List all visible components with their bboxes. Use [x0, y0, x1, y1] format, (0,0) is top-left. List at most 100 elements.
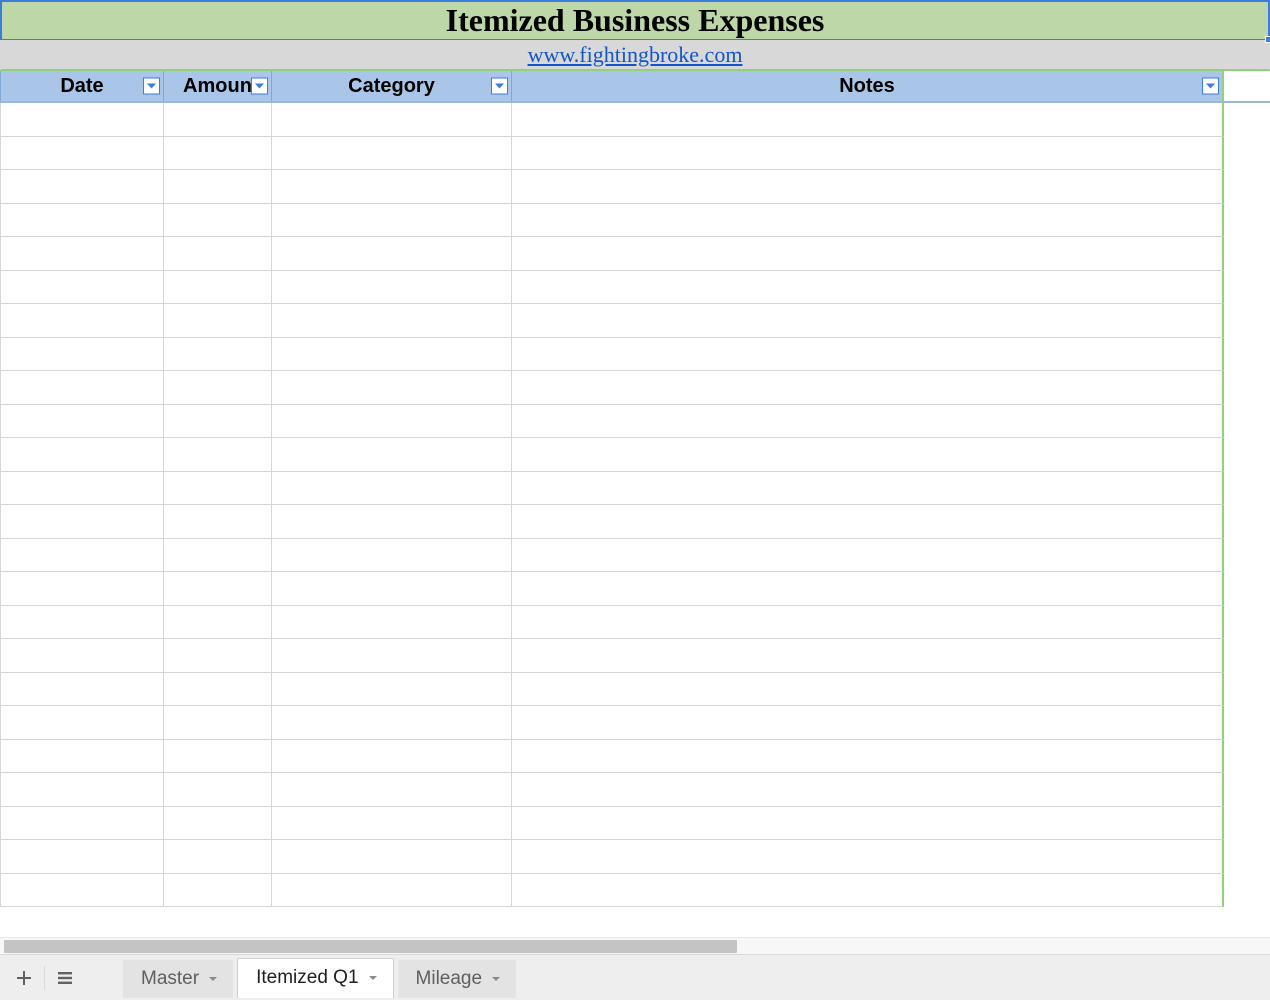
cell[interactable]: [0, 505, 164, 539]
cell[interactable]: [0, 706, 164, 740]
cell[interactable]: [0, 740, 164, 774]
cell[interactable]: [512, 773, 1224, 807]
cell[interactable]: [272, 539, 512, 573]
cell[interactable]: [272, 472, 512, 506]
cell[interactable]: [272, 371, 512, 405]
cell[interactable]: [272, 304, 512, 338]
cell[interactable]: [272, 103, 512, 137]
cell[interactable]: [272, 405, 512, 439]
cell[interactable]: [0, 304, 164, 338]
horizontal-scroll-thumb[interactable]: [4, 940, 737, 953]
cell[interactable]: [0, 371, 164, 405]
filter-button[interactable]: [251, 78, 268, 95]
cell[interactable]: [272, 840, 512, 874]
cell[interactable]: [164, 807, 272, 841]
cell[interactable]: [512, 137, 1224, 171]
sheet-tab-mileage[interactable]: Mileage: [398, 960, 517, 998]
cell[interactable]: [0, 840, 164, 874]
cell[interactable]: [272, 807, 512, 841]
cell[interactable]: [164, 706, 272, 740]
horizontal-scrollbar[interactable]: [0, 937, 1270, 954]
cell[interactable]: [0, 137, 164, 171]
column-header-notes[interactable]: Notes: [512, 71, 1224, 101]
title-row[interactable]: Itemized Business Expenses: [0, 0, 1270, 40]
cell[interactable]: [512, 204, 1224, 238]
cell[interactable]: [512, 472, 1224, 506]
tab-menu-caret[interactable]: [490, 973, 502, 985]
cell[interactable]: [512, 572, 1224, 606]
cell[interactable]: [0, 405, 164, 439]
cell[interactable]: [512, 639, 1224, 673]
cell[interactable]: [272, 271, 512, 305]
cell[interactable]: [0, 170, 164, 204]
cell[interactable]: [272, 740, 512, 774]
all-sheets-button[interactable]: [47, 960, 83, 996]
cell[interactable]: [164, 539, 272, 573]
cell[interactable]: [512, 405, 1224, 439]
add-sheet-button[interactable]: [6, 960, 42, 996]
cell[interactable]: [164, 137, 272, 171]
cell[interactable]: [272, 237, 512, 271]
cell[interactable]: [0, 338, 164, 372]
cell[interactable]: [164, 103, 272, 137]
cell[interactable]: [272, 639, 512, 673]
cell[interactable]: [512, 271, 1224, 305]
filter-button[interactable]: [491, 78, 508, 95]
cell[interactable]: [164, 472, 272, 506]
filter-button[interactable]: [1202, 78, 1219, 95]
cell[interactable]: [164, 237, 272, 271]
cell[interactable]: [512, 304, 1224, 338]
filter-button[interactable]: [143, 78, 160, 95]
cell[interactable]: [512, 874, 1224, 908]
cell[interactable]: [164, 840, 272, 874]
cell[interactable]: [164, 271, 272, 305]
cell[interactable]: [512, 170, 1224, 204]
cell[interactable]: [272, 170, 512, 204]
cell[interactable]: [272, 338, 512, 372]
cell[interactable]: [0, 606, 164, 640]
cell[interactable]: [164, 673, 272, 707]
cell[interactable]: [0, 539, 164, 573]
cell[interactable]: [164, 170, 272, 204]
cell[interactable]: [512, 505, 1224, 539]
cell[interactable]: [0, 103, 164, 137]
cell[interactable]: [0, 673, 164, 707]
cell[interactable]: [272, 572, 512, 606]
cell[interactable]: [0, 807, 164, 841]
cell[interactable]: [164, 338, 272, 372]
cell[interactable]: [0, 472, 164, 506]
cell[interactable]: [164, 874, 272, 908]
cell[interactable]: [512, 606, 1224, 640]
cell[interactable]: [164, 606, 272, 640]
cell[interactable]: [512, 539, 1224, 573]
cell[interactable]: [512, 237, 1224, 271]
cell[interactable]: [164, 405, 272, 439]
cell[interactable]: [272, 137, 512, 171]
cell[interactable]: [272, 606, 512, 640]
tab-menu-caret[interactable]: [367, 972, 379, 984]
cell[interactable]: [0, 773, 164, 807]
cell[interactable]: [164, 438, 272, 472]
cell[interactable]: [0, 204, 164, 238]
cell[interactable]: [164, 371, 272, 405]
cell[interactable]: [512, 807, 1224, 841]
cell[interactable]: [512, 706, 1224, 740]
sheet-tab-itemized-q1[interactable]: Itemized Q1: [237, 958, 393, 998]
column-header-date[interactable]: Date: [0, 71, 164, 101]
cell[interactable]: [272, 438, 512, 472]
cell[interactable]: [0, 639, 164, 673]
cell[interactable]: [164, 505, 272, 539]
tab-menu-caret[interactable]: [207, 973, 219, 985]
cell[interactable]: [272, 505, 512, 539]
website-link[interactable]: www.fightingbroke.com: [528, 42, 743, 68]
cell[interactable]: [164, 304, 272, 338]
cell[interactable]: [512, 438, 1224, 472]
cell[interactable]: [512, 740, 1224, 774]
cell[interactable]: [512, 840, 1224, 874]
cell[interactable]: [0, 271, 164, 305]
cell[interactable]: [272, 874, 512, 908]
cell[interactable]: [164, 639, 272, 673]
cell[interactable]: [164, 773, 272, 807]
cell[interactable]: [0, 874, 164, 908]
selection-handle[interactable]: [1265, 36, 1270, 43]
